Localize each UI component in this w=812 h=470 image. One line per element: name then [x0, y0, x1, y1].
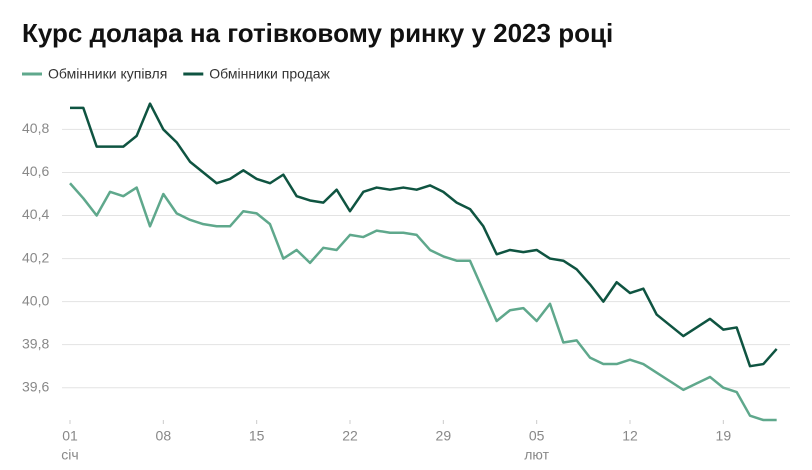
y-tick-label: 40,8	[22, 120, 49, 136]
x-tick-label: 22	[342, 428, 358, 444]
x-tick-label: 19	[716, 428, 732, 444]
x-tick-label: 29	[436, 428, 452, 444]
chart-title: Курс долара на готівковому ринку у 2023 …	[22, 18, 613, 48]
y-tick-label: 39,8	[22, 335, 49, 351]
x-tick-label: 01	[62, 428, 78, 444]
legend-label: Обмінники купівля	[48, 66, 167, 82]
y-tick-label: 40,2	[22, 249, 49, 265]
y-tick-label: 40,0	[22, 292, 49, 308]
series-line	[70, 102, 778, 368]
y-tick-label: 40,4	[22, 206, 49, 222]
x-tick-sublabel: лют	[524, 447, 549, 463]
x-tick-label: 05	[529, 428, 545, 444]
x-tick-label: 08	[156, 428, 172, 444]
x-tick-sublabel: січ	[61, 447, 78, 463]
x-tick-label: 15	[249, 428, 265, 444]
x-tick-label: 12	[622, 428, 638, 444]
legend-label: Обмінники продаж	[209, 66, 330, 82]
y-tick-label: 39,6	[22, 378, 49, 394]
series-line	[69, 182, 777, 422]
y-tick-label: 40,6	[22, 163, 49, 179]
